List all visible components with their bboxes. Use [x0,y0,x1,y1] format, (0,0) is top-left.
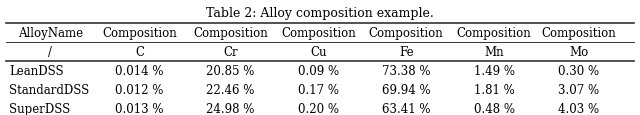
Text: Cu: Cu [310,46,326,59]
Text: 69.94 %: 69.94 % [382,83,431,96]
Text: Cr: Cr [223,46,238,59]
Text: C: C [135,46,144,59]
Text: Mo: Mo [569,46,588,59]
Text: Table 2: Alloy composition example.: Table 2: Alloy composition example. [206,7,434,19]
Text: 0.013 %: 0.013 % [115,102,164,115]
Text: 0.20 %: 0.20 % [298,102,339,115]
Text: 24.98 %: 24.98 % [207,102,255,115]
Text: 0.09 %: 0.09 % [298,65,339,77]
Text: AlloyName: AlloyName [18,27,83,40]
Text: StandardDSS: StandardDSS [9,83,89,96]
Text: 3.07 %: 3.07 % [558,83,599,96]
Text: 22.46 %: 22.46 % [207,83,255,96]
Text: 20.85 %: 20.85 % [207,65,255,77]
Text: SuperDSS: SuperDSS [9,102,70,115]
Text: Composition: Composition [541,27,616,40]
Text: Composition: Composition [281,27,356,40]
Text: 73.38 %: 73.38 % [382,65,431,77]
Text: Composition: Composition [369,27,444,40]
Text: 0.48 %: 0.48 % [474,102,515,115]
Text: 0.014 %: 0.014 % [115,65,164,77]
Text: LeanDSS: LeanDSS [9,65,63,77]
Text: Composition: Composition [102,27,177,40]
Text: 1.49 %: 1.49 % [474,65,515,77]
Text: 0.30 %: 0.30 % [558,65,599,77]
Text: Composition: Composition [457,27,531,40]
Text: 0.17 %: 0.17 % [298,83,339,96]
Text: Fe: Fe [399,46,413,59]
Text: 4.03 %: 4.03 % [558,102,599,115]
Text: 63.41 %: 63.41 % [382,102,431,115]
Text: 1.81 %: 1.81 % [474,83,515,96]
Text: Composition: Composition [193,27,268,40]
Text: Mn: Mn [484,46,504,59]
Text: /: / [48,46,52,59]
Text: 0.012 %: 0.012 % [115,83,164,96]
